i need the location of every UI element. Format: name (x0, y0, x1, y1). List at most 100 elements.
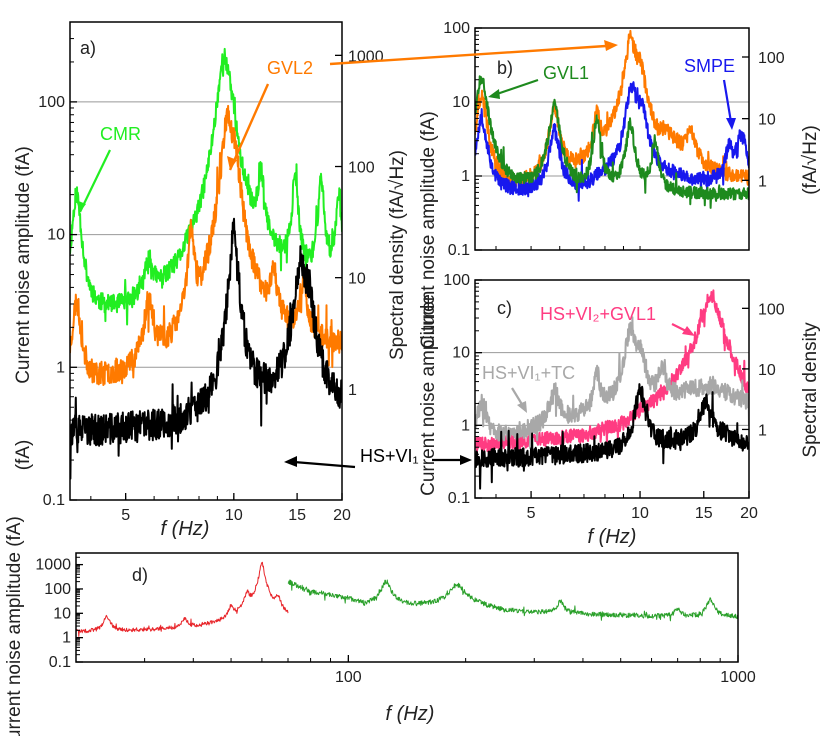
panel-d-series (76, 561, 738, 637)
series-low-band (76, 561, 289, 637)
panel-c-series (475, 289, 749, 490)
cmr-arrowhead (76, 200, 86, 212)
smpe-arrow (722, 79, 733, 123)
x-tick-label: 5 (527, 505, 536, 522)
panel-a-ylabel: Current noise amplitude (fA) (13, 146, 34, 384)
hs-vi2-gvl1-annotation: HS+VI₂+GVL1 (540, 304, 656, 324)
panel-c-frame (474, 279, 750, 499)
y-tick-label: 1 (62, 630, 71, 647)
panel-b-label: b) (497, 58, 513, 78)
gvl2-link-arrowhead (604, 40, 618, 51)
hs-vi1-tc-annotation: HS+VI₁+TC (482, 363, 575, 383)
y-right-tick-label: 10 (758, 112, 776, 129)
smpe-arrowhead (726, 118, 736, 130)
series-hs-vi- (70, 217, 342, 480)
y-tick-label: 1 (461, 168, 470, 185)
panel-b-right-ylabel-2: (fA/√Hz) (800, 125, 821, 195)
panel-b-right-ylabel: Spectral density (fA/√Hz) (387, 150, 408, 360)
gvl1-annotation: GVL1 (543, 63, 589, 83)
hs-vi2-gvl1-arrowhead (682, 326, 695, 336)
x-tick-label: 5 (121, 507, 130, 524)
series-hs-vi-gvl1 (475, 289, 749, 453)
y-right-tick-label: 1 (758, 422, 767, 439)
gvl1-arrowhead (488, 89, 500, 99)
y-tick-label: 100 (38, 94, 65, 111)
series-gvl1 (475, 75, 749, 209)
x-tick-label: 100 (335, 669, 362, 686)
series-hs-vi- (475, 383, 749, 490)
panel-a-series (70, 47, 342, 480)
series-cmr (70, 47, 342, 326)
panel-b-plot-area (475, 28, 749, 250)
panel-d-plot-area (76, 553, 738, 662)
gvl2-annotation: GVL2 (267, 58, 313, 78)
y-tick-label: 0.1 (448, 242, 470, 259)
gvl2-arrowhead (227, 156, 237, 170)
gvl2-arrow (228, 83, 270, 171)
panel-c: 0.1 1 10 100 1 10 100 5 10 15 20 c) (443, 272, 785, 522)
y-tick-label: 1 (461, 417, 470, 434)
panel-b-ticks: 0.1 1 10 100 1 10 100 (443, 20, 785, 259)
y-right-tick-label: 1 (758, 173, 767, 190)
y-tick-label: 10 (452, 345, 470, 362)
x-tick-label: 15 (695, 505, 713, 522)
panel-d-xlabel: f (Hz) (386, 703, 435, 725)
panel-d: 0.1 1 10 100 1000 100 1000 d) (35, 552, 756, 686)
hs-vi1-tc-arrowhead (517, 401, 527, 413)
panel-d-label: d) (132, 565, 148, 585)
y-tick-label: 0.1 (448, 490, 470, 507)
smpe-annotation: SMPE (684, 56, 735, 76)
cmr-arrow (79, 149, 111, 213)
y-right-tick-label: 10 (348, 271, 366, 288)
series-gvl2 (70, 104, 342, 386)
panel-a-ylabel-fA: (fA) (13, 440, 34, 471)
x-tick-label: 10 (631, 505, 649, 522)
y-tick-label: 10 (452, 94, 470, 111)
y-tick-label: 100 (443, 20, 470, 37)
y-right-tick-label: 100 (348, 160, 375, 177)
series-hs-vi-tc (475, 316, 749, 450)
panel-a-frame (69, 21, 343, 501)
cmr-annotation: CMR (100, 124, 141, 144)
y-tick-label: 10 (47, 227, 65, 244)
hs-vi1-arrowhead-right (460, 455, 472, 465)
panel-c-ylabel: Current noise amplitude (418, 294, 439, 496)
hs-vi1-arrow-left (293, 460, 356, 469)
y-right-tick-label: 1 (348, 382, 357, 399)
x-tick-label: 15 (288, 507, 306, 524)
hs-vi1-annotation: HS+VI₁ (360, 446, 419, 466)
series-high-band (287, 579, 738, 622)
y-tick-label: 100 (443, 272, 470, 289)
panel-d-frame (75, 552, 739, 663)
panel-c-right-ylabel: Spectral density (800, 322, 821, 458)
panel-c-xlabel: f (Hz) (588, 526, 637, 548)
panel-b-series (475, 29, 749, 209)
hs-vi1-tc-arrow (511, 387, 524, 407)
x-tick-label: 1000 (720, 669, 756, 686)
panel-a-xlabel: f (Hz) (161, 518, 210, 540)
y-tick-label: 1000 (35, 557, 71, 574)
panel-b-frame (474, 27, 750, 251)
gvl1-arrow (493, 78, 539, 97)
gvl2-link-arrow (329, 44, 607, 66)
x-tick-label: 10 (225, 507, 243, 524)
panel-b: 0.1 1 10 100 1 10 100 b) (443, 20, 785, 259)
y-tick-label: 10 (53, 605, 71, 622)
panel-d-ylabel: Current noise amplitude (fA) (4, 516, 25, 736)
hs-vi1-arrowhead-left (284, 456, 297, 467)
y-right-tick-label: 100 (758, 301, 785, 318)
y-right-tick-label: 10 (758, 362, 776, 379)
panel-c-label: c) (497, 298, 512, 318)
panel-d-ticks: 0.1 1 10 100 1000 100 1000 (35, 557, 755, 686)
panel-c-ticks: 0.1 1 10 100 1 10 100 5 10 15 20 (443, 272, 785, 522)
panel-a-label: a) (80, 38, 96, 58)
x-tick-label: 20 (740, 505, 758, 522)
annotations: CMR GVL2 GVL1 SMPE HS+VI₂+GVL1 HS+VI₁+TC… (76, 40, 736, 469)
y-tick-label: 100 (44, 581, 71, 598)
y-tick-label: 0.1 (49, 654, 71, 671)
y-right-tick-label: 100 (758, 50, 785, 67)
y-tick-label: 1 (56, 359, 65, 376)
